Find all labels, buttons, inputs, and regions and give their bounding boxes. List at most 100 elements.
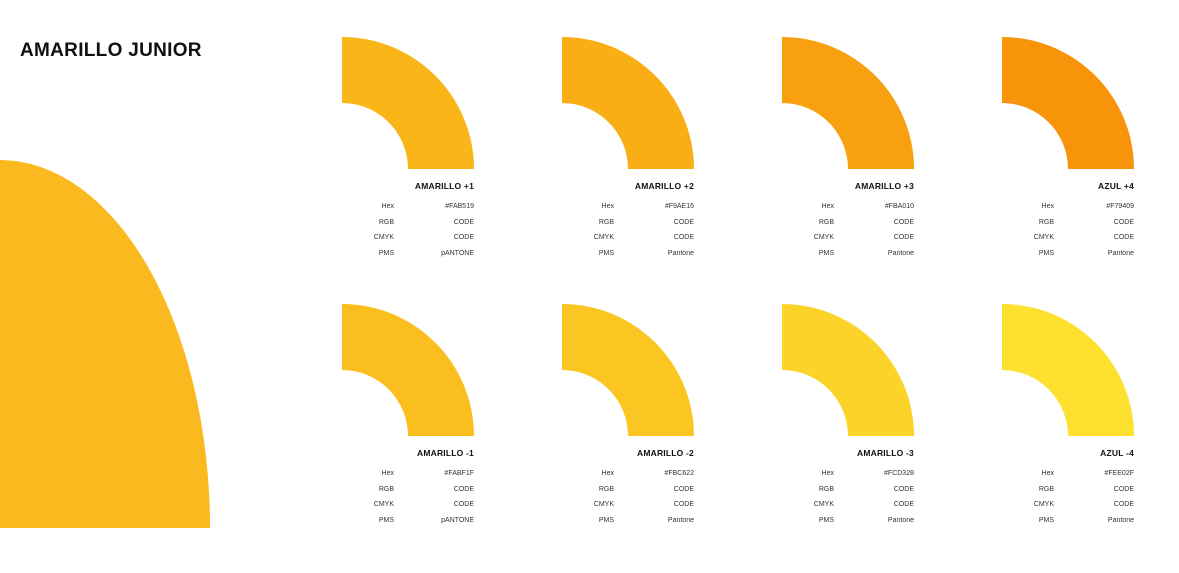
- spec-row-rgb: RGB CODE: [342, 482, 474, 498]
- swatch-name: AMARILLO -1: [417, 448, 474, 458]
- swatch-name: AMARILLO +3: [854, 181, 914, 191]
- spec-value: CODE: [453, 234, 474, 242]
- spec-row-pms: PMS pANTONE: [342, 513, 474, 529]
- spec-value: CODE: [1113, 501, 1134, 509]
- spec-row-rgb: RGB CODE: [782, 482, 914, 498]
- spec-label: Hex: [381, 203, 394, 211]
- spec-label: RGB: [378, 218, 394, 226]
- swatch-arc: [1002, 304, 1134, 436]
- swatch-card: AMARILLO -3 Hex #FCD328 RGB CODE CMYK CODE …: [782, 304, 914, 528]
- spec-label: RGB: [598, 485, 614, 493]
- spec-list: Hex #FAB519 RGB CODE CMYK CODE PMS pANTONE: [342, 199, 474, 261]
- spec-row-hex: Hex #F79409: [1002, 199, 1134, 215]
- spec-value: CODE: [893, 234, 914, 242]
- swatch-arc: [782, 37, 914, 169]
- swatch-arc: [342, 37, 474, 169]
- spec-value: pANTONE: [441, 249, 474, 257]
- spec-value: CODE: [1113, 218, 1134, 226]
- swatch-card: AMARILLO -2 Hex #FBC622 RGB CODE CMYK CODE …: [562, 304, 694, 528]
- spec-value: #FCD328: [884, 470, 914, 478]
- spec-row-hex: Hex #F9AE16: [562, 199, 694, 215]
- swatch-name: AMARILLO -2: [637, 448, 694, 458]
- spec-label: PMS: [598, 516, 614, 524]
- spec-label: PMS: [378, 516, 394, 524]
- spec-label: PMS: [378, 249, 394, 257]
- spec-value: CODE: [673, 234, 694, 242]
- spec-value: CODE: [453, 218, 474, 226]
- spec-label: Hex: [601, 470, 614, 478]
- spec-row-rgb: RGB CODE: [562, 215, 694, 231]
- spec-value: Pantone: [887, 516, 914, 524]
- spec-value: #FBC622: [664, 470, 694, 478]
- spec-row-rgb: RGB CODE: [1002, 482, 1134, 498]
- spec-label: RGB: [598, 218, 614, 226]
- spec-row-hex: Hex #FAB519: [342, 199, 474, 215]
- spec-row-hex: Hex #FBA010: [782, 199, 914, 215]
- spec-list: Hex #FCD328 RGB CODE CMYK CODE PMS Pantone: [782, 466, 914, 528]
- spec-label: Hex: [1041, 470, 1054, 478]
- spec-row-cmyk: CMYK CODE: [782, 230, 914, 246]
- spec-label: RGB: [818, 218, 834, 226]
- spec-row-rgb: RGB CODE: [1002, 215, 1134, 231]
- page-title: AMARILLO JUNIOR: [20, 40, 202, 61]
- spec-row-rgb: RGB CODE: [562, 482, 694, 498]
- spec-row-pms: PMS Pantone: [1002, 246, 1134, 262]
- swatch-name: AMARILLO -3: [857, 448, 914, 458]
- spec-row-cmyk: CMYK CODE: [782, 497, 914, 513]
- spec-label: Hex: [1041, 203, 1054, 211]
- swatch-arc: [342, 304, 474, 436]
- spec-label: Hex: [381, 470, 394, 478]
- spec-label: RGB: [818, 485, 834, 493]
- spec-value: #FBA010: [884, 203, 914, 211]
- spec-label: PMS: [598, 249, 614, 257]
- spec-value: pANTONE: [441, 516, 474, 524]
- swatch-card: AMARILLO +2 Hex #F9AE16 RGB CODE CMYK CODE …: [562, 37, 694, 261]
- spec-label: PMS: [1038, 516, 1054, 524]
- spec-value: Pantone: [667, 249, 694, 257]
- spec-label: RGB: [1038, 218, 1054, 226]
- spec-label: CMYK: [593, 501, 614, 509]
- spec-value: #FEE02F: [1104, 470, 1134, 478]
- spec-row-pms: PMS Pantone: [782, 246, 914, 262]
- spec-value: CODE: [673, 501, 694, 509]
- spec-value: #FAB519: [445, 203, 474, 211]
- spec-list: Hex #FABF1F RGB CODE CMYK CODE PMS pANTONE: [342, 466, 474, 528]
- swatch-arc: [782, 304, 914, 436]
- swatch-name: AMARILLO +1: [414, 181, 474, 191]
- spec-row-cmyk: CMYK CODE: [1002, 497, 1134, 513]
- swatch-card: AMARILLO +1 Hex #FAB519 RGB CODE CMYK CODE …: [342, 37, 474, 261]
- swatch-name: AZUL +4: [1098, 181, 1134, 191]
- main-color-arc: [0, 160, 210, 528]
- spec-label: PMS: [818, 516, 834, 524]
- spec-row-cmyk: CMYK CODE: [1002, 230, 1134, 246]
- swatch-card: AZUL -4 Hex #FEE02F RGB CODE CMYK CODE PMS P…: [1002, 304, 1134, 528]
- swatch-name: AMARILLO +2: [634, 181, 694, 191]
- spec-row-hex: Hex #FEE02F: [1002, 466, 1134, 482]
- spec-row-pms: PMS Pantone: [562, 246, 694, 262]
- spec-value: #F79409: [1106, 203, 1134, 211]
- spec-label: PMS: [1038, 249, 1054, 257]
- main-color-shape: [0, 160, 210, 528]
- swatch-card: AMARILLO +3 Hex #FBA010 RGB CODE CMYK CODE …: [782, 37, 914, 261]
- spec-value: CODE: [893, 218, 914, 226]
- spec-row-cmyk: CMYK CODE: [562, 230, 694, 246]
- spec-value: CODE: [453, 485, 474, 493]
- spec-label: CMYK: [813, 501, 834, 509]
- spec-row-hex: Hex #FBC622: [562, 466, 694, 482]
- spec-list: Hex #FBC622 RGB CODE CMYK CODE PMS Pantone: [562, 466, 694, 528]
- spec-row-pms: PMS pANTONE: [342, 246, 474, 262]
- spec-value: CODE: [893, 501, 914, 509]
- swatch-card: AZUL +4 Hex #F79409 RGB CODE CMYK CODE PMS P…: [1002, 37, 1134, 261]
- swatch-arc: [1002, 37, 1134, 169]
- spec-row-pms: PMS Pantone: [782, 513, 914, 529]
- spec-row-pms: PMS Pantone: [1002, 513, 1134, 529]
- spec-row-hex: Hex #FABF1F: [342, 466, 474, 482]
- spec-row-hex: Hex #FCD328: [782, 466, 914, 482]
- spec-value: #F9AE16: [664, 203, 694, 211]
- spec-value: CODE: [1113, 234, 1134, 242]
- spec-label: Hex: [601, 203, 614, 211]
- spec-list: Hex #FBA010 RGB CODE CMYK CODE PMS Pantone: [782, 199, 914, 261]
- spec-value: Pantone: [667, 516, 694, 524]
- spec-label: CMYK: [813, 234, 834, 242]
- spec-label: Hex: [821, 203, 834, 211]
